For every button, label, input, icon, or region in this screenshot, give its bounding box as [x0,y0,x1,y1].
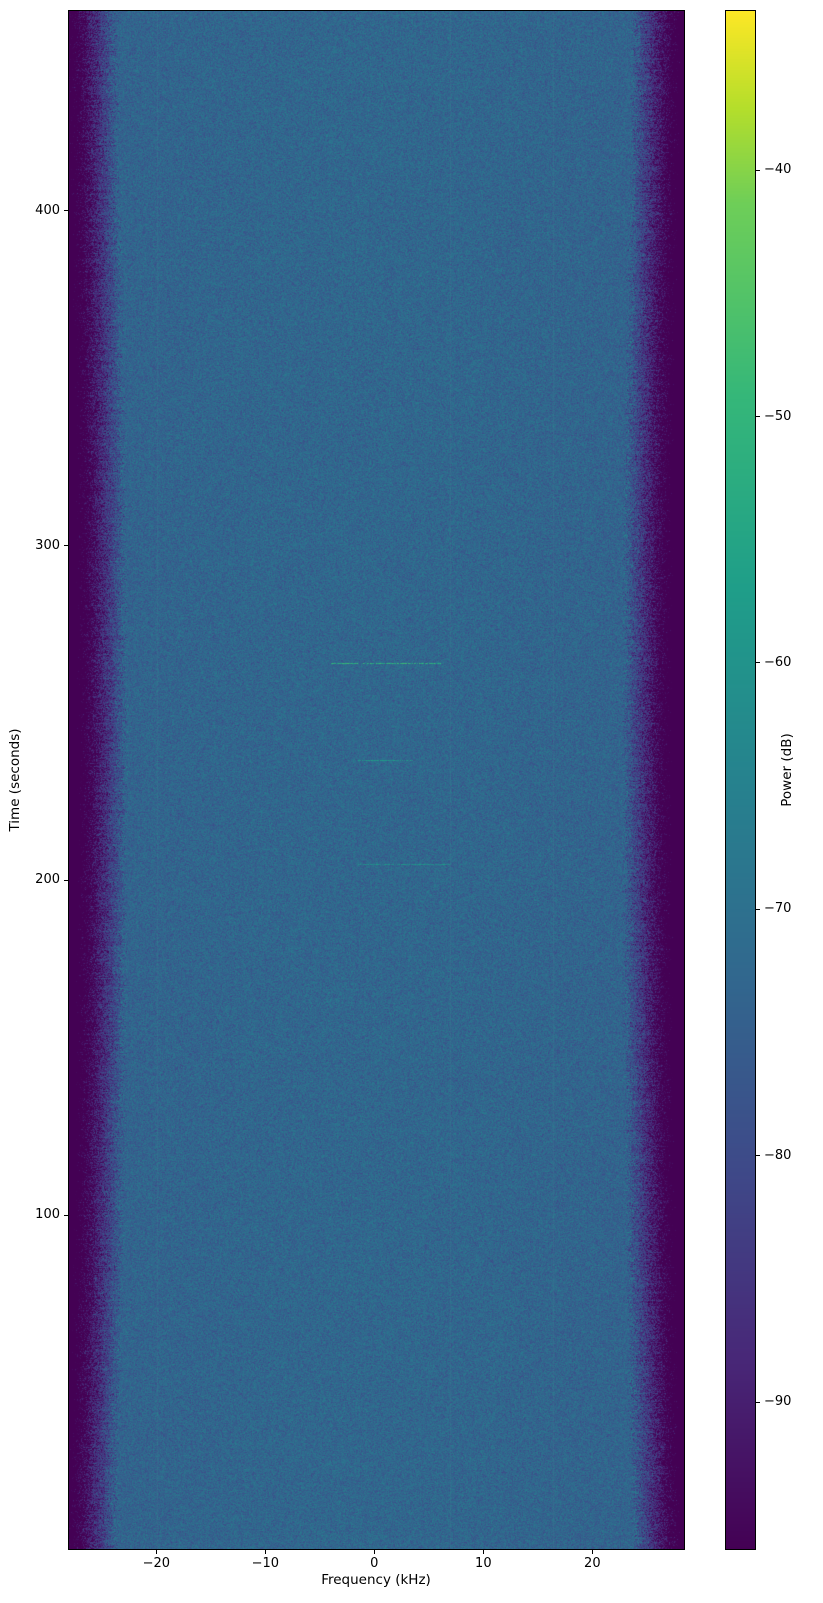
y-tick-mark [64,545,68,546]
colorbar-tick-label: −70 [764,901,814,917]
colorbar-tick-mark [756,416,760,417]
colorbar-tick-label: −50 [764,409,814,425]
colorbar [725,10,756,1550]
colorbar-tick-mark [756,909,760,910]
colorbar-tick-label: −80 [764,1148,814,1164]
x-tick-mark [374,1550,375,1554]
spectrogram-image [69,11,684,1549]
y-tick-mark [64,1215,68,1216]
y-tick-mark [64,880,68,881]
colorbar-tick-mark [756,662,760,663]
y-tick-label: 200 [16,872,60,888]
y-tick-label: 100 [16,1207,60,1223]
x-axis-label: Frequency (kHz) [266,1572,486,1588]
x-tick-label: −10 [235,1556,295,1572]
colorbar-tick-label: −40 [764,162,814,178]
colorbar-tick-mark [756,1402,760,1403]
colorbar-tick-mark [756,170,760,171]
y-tick-mark [64,210,68,211]
colorbar-tick-label: −90 [764,1394,814,1410]
spectrogram-plot [68,10,685,1550]
x-tick-mark [156,1550,157,1554]
figure: Time (seconds) Frequency (kHz) Power (dB… [0,0,823,1603]
x-tick-mark [592,1550,593,1554]
x-tick-mark [483,1550,484,1554]
y-tick-label: 400 [16,203,60,219]
x-tick-label: 10 [453,1556,513,1572]
colorbar-gradient [726,11,755,1549]
x-tick-label: −20 [126,1556,186,1572]
y-tick-label: 300 [16,538,60,554]
colorbar-label: Power (dB) [779,710,795,830]
colorbar-tick-label: −60 [764,655,814,671]
x-tick-mark [265,1550,266,1554]
x-tick-label: 20 [562,1556,622,1572]
x-tick-label: 0 [344,1556,404,1572]
colorbar-tick-mark [756,1155,760,1156]
y-axis-label: Time (seconds) [7,720,23,840]
